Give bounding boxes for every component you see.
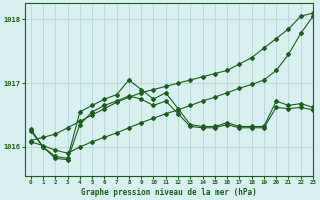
X-axis label: Graphe pression niveau de la mer (hPa): Graphe pression niveau de la mer (hPa) bbox=[81, 188, 257, 197]
